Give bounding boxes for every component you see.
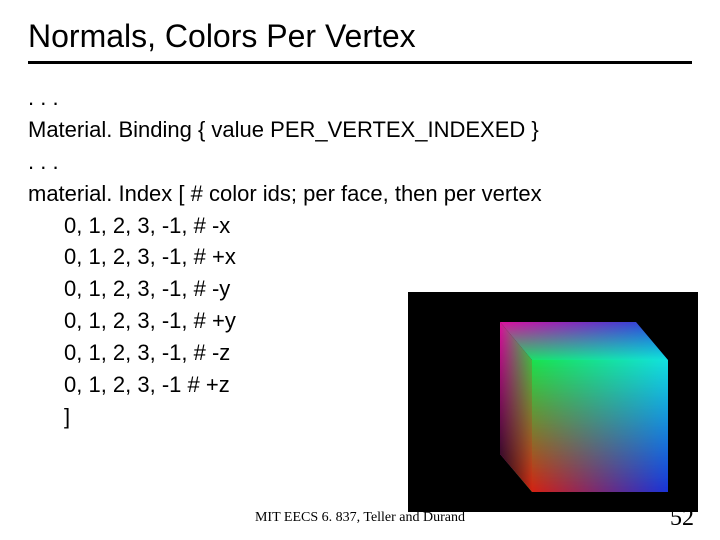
code-line: material. Index [ # color ids; per face,… — [28, 178, 692, 210]
slide-footer: MIT EECS 6. 837, Teller and Durand — [0, 510, 720, 526]
slide-title: Normals, Colors Per Vertex — [28, 18, 692, 64]
code-line: 0, 1, 2, 3, -1, # +x — [28, 241, 692, 273]
page-number: 52 — [670, 505, 694, 532]
code-line: Material. Binding { value PER_VERTEX_IND… — [28, 114, 692, 146]
code-line: . . . — [28, 82, 692, 114]
cube-image — [408, 292, 698, 512]
code-line: . . . — [28, 146, 692, 178]
slide-content: . . . Material. Binding { value PER_VERT… — [28, 82, 692, 433]
code-line: 0, 1, 2, 3, -1, # -x — [28, 210, 692, 242]
